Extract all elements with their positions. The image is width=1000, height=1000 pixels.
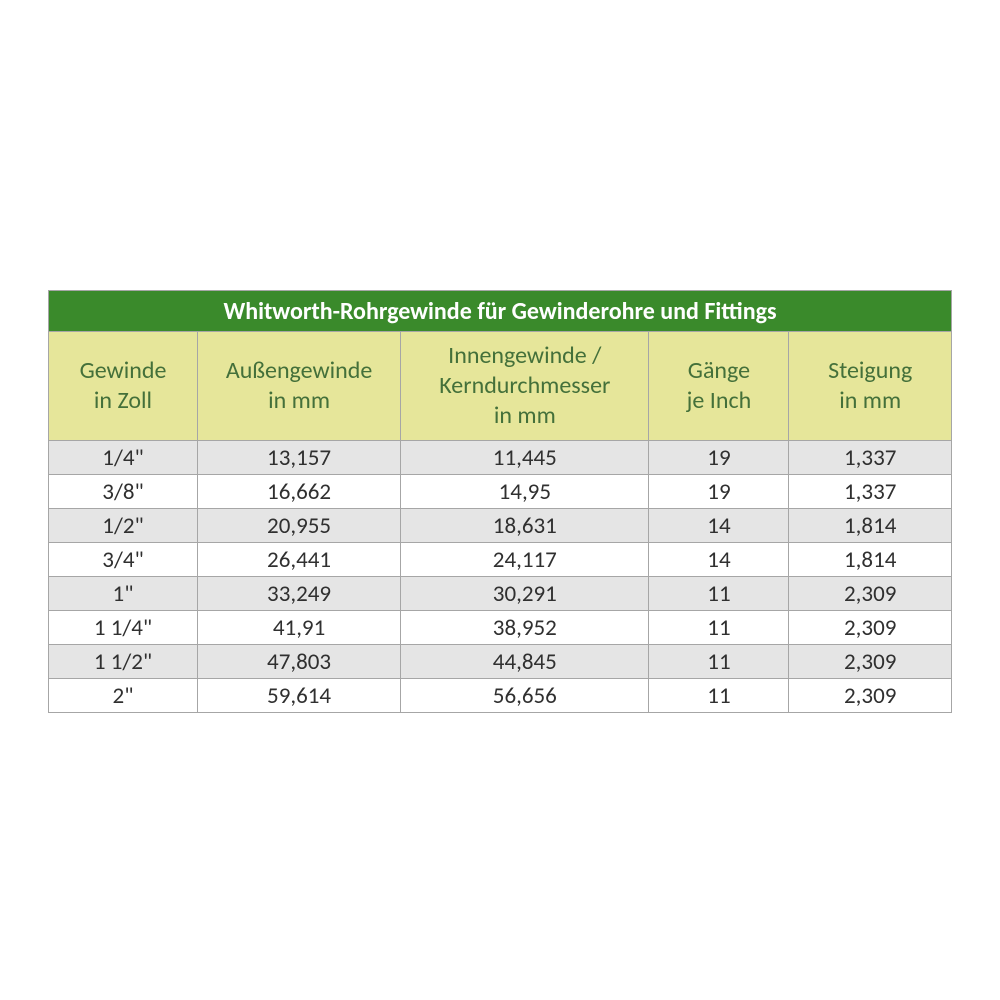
col-header-gewinde: Gewinde in Zoll (49, 332, 198, 441)
col-header-text: Gewinde (80, 356, 167, 385)
cell-gaenge: 11 (649, 645, 789, 679)
cell-aussen: 41,91 (197, 611, 400, 645)
col-header-text: in mm (494, 401, 556, 430)
cell-aussen: 26,441 (197, 543, 400, 577)
cell-aussen: 20,955 (197, 509, 400, 543)
cell-innen: 18,631 (401, 509, 649, 543)
table-row: 3/4" 26,441 24,117 14 1,814 (49, 543, 952, 577)
cell-gewinde: 1/2" (49, 509, 198, 543)
cell-gewinde: 1 1/4" (49, 611, 198, 645)
cell-steigung: 1,337 (789, 441, 952, 475)
col-header-text: in mm (839, 386, 901, 415)
cell-gaenge: 19 (649, 475, 789, 509)
cell-aussen: 13,157 (197, 441, 400, 475)
cell-gewinde: 1 1/2" (49, 645, 198, 679)
col-header-text: Innengewinde / (448, 341, 601, 370)
col-header-text: Gänge (688, 356, 750, 385)
cell-innen: 38,952 (401, 611, 649, 645)
cell-steigung: 2,309 (789, 577, 952, 611)
cell-gaenge: 11 (649, 611, 789, 645)
cell-gaenge: 11 (649, 577, 789, 611)
table-row: 1 1/2" 47,803 44,845 11 2,309 (49, 645, 952, 679)
cell-aussen: 16,662 (197, 475, 400, 509)
cell-steigung: 1,337 (789, 475, 952, 509)
col-header-text: in Zoll (94, 386, 152, 415)
whitworth-thread-table: Whitworth-Rohrgewinde für Gewinderohre u… (48, 290, 952, 713)
cell-gaenge: 19 (649, 441, 789, 475)
cell-aussen: 33,249 (197, 577, 400, 611)
cell-innen: 11,445 (401, 441, 649, 475)
cell-innen: 24,117 (401, 543, 649, 577)
cell-innen: 44,845 (401, 645, 649, 679)
cell-gewinde: 3/4" (49, 543, 198, 577)
cell-gaenge: 11 (649, 679, 789, 713)
col-header-text: Außengewinde (226, 356, 372, 385)
cell-innen: 30,291 (401, 577, 649, 611)
table-row: 1" 33,249 30,291 11 2,309 (49, 577, 952, 611)
cell-steigung: 2,309 (789, 679, 952, 713)
cell-gaenge: 14 (649, 543, 789, 577)
col-header-steigung: Steigung in mm (789, 332, 952, 441)
table-row: 1/4" 13,157 11,445 19 1,337 (49, 441, 952, 475)
col-header-text: Kerndurchmesser (439, 371, 610, 400)
col-header-text: Steigung (828, 356, 912, 385)
table-row: 1/2" 20,955 18,631 14 1,814 (49, 509, 952, 543)
cell-gaenge: 14 (649, 509, 789, 543)
cell-steigung: 1,814 (789, 543, 952, 577)
cell-innen: 56,656 (401, 679, 649, 713)
col-header-text: in mm (268, 386, 330, 415)
col-header-text: je Inch (687, 386, 752, 415)
cell-gewinde: 2" (49, 679, 198, 713)
cell-gewinde: 1/4" (49, 441, 198, 475)
table-row: 1 1/4" 41,91 38,952 11 2,309 (49, 611, 952, 645)
table-row: 2" 59,614 56,656 11 2,309 (49, 679, 952, 713)
cell-gewinde: 3/8" (49, 475, 198, 509)
cell-aussen: 47,803 (197, 645, 400, 679)
col-header-aussengewinde: Außengewinde in mm (197, 332, 400, 441)
col-header-gaenge: Gänge je Inch (649, 332, 789, 441)
col-header-innengewinde: Innengewinde / Kerndurchmesser in mm (401, 332, 649, 441)
cell-innen: 14,95 (401, 475, 649, 509)
table-title: Whitworth-Rohrgewinde für Gewinderohre u… (49, 291, 952, 332)
table-row: 3/8" 16,662 14,95 19 1,337 (49, 475, 952, 509)
cell-gewinde: 1" (49, 577, 198, 611)
table-header-row: Gewinde in Zoll Außengewinde in mm Innen… (49, 332, 952, 441)
cell-aussen: 59,614 (197, 679, 400, 713)
cell-steigung: 2,309 (789, 611, 952, 645)
table-body: 1/4" 13,157 11,445 19 1,337 3/8" 16,662 … (49, 441, 952, 713)
cell-steigung: 2,309 (789, 645, 952, 679)
cell-steigung: 1,814 (789, 509, 952, 543)
